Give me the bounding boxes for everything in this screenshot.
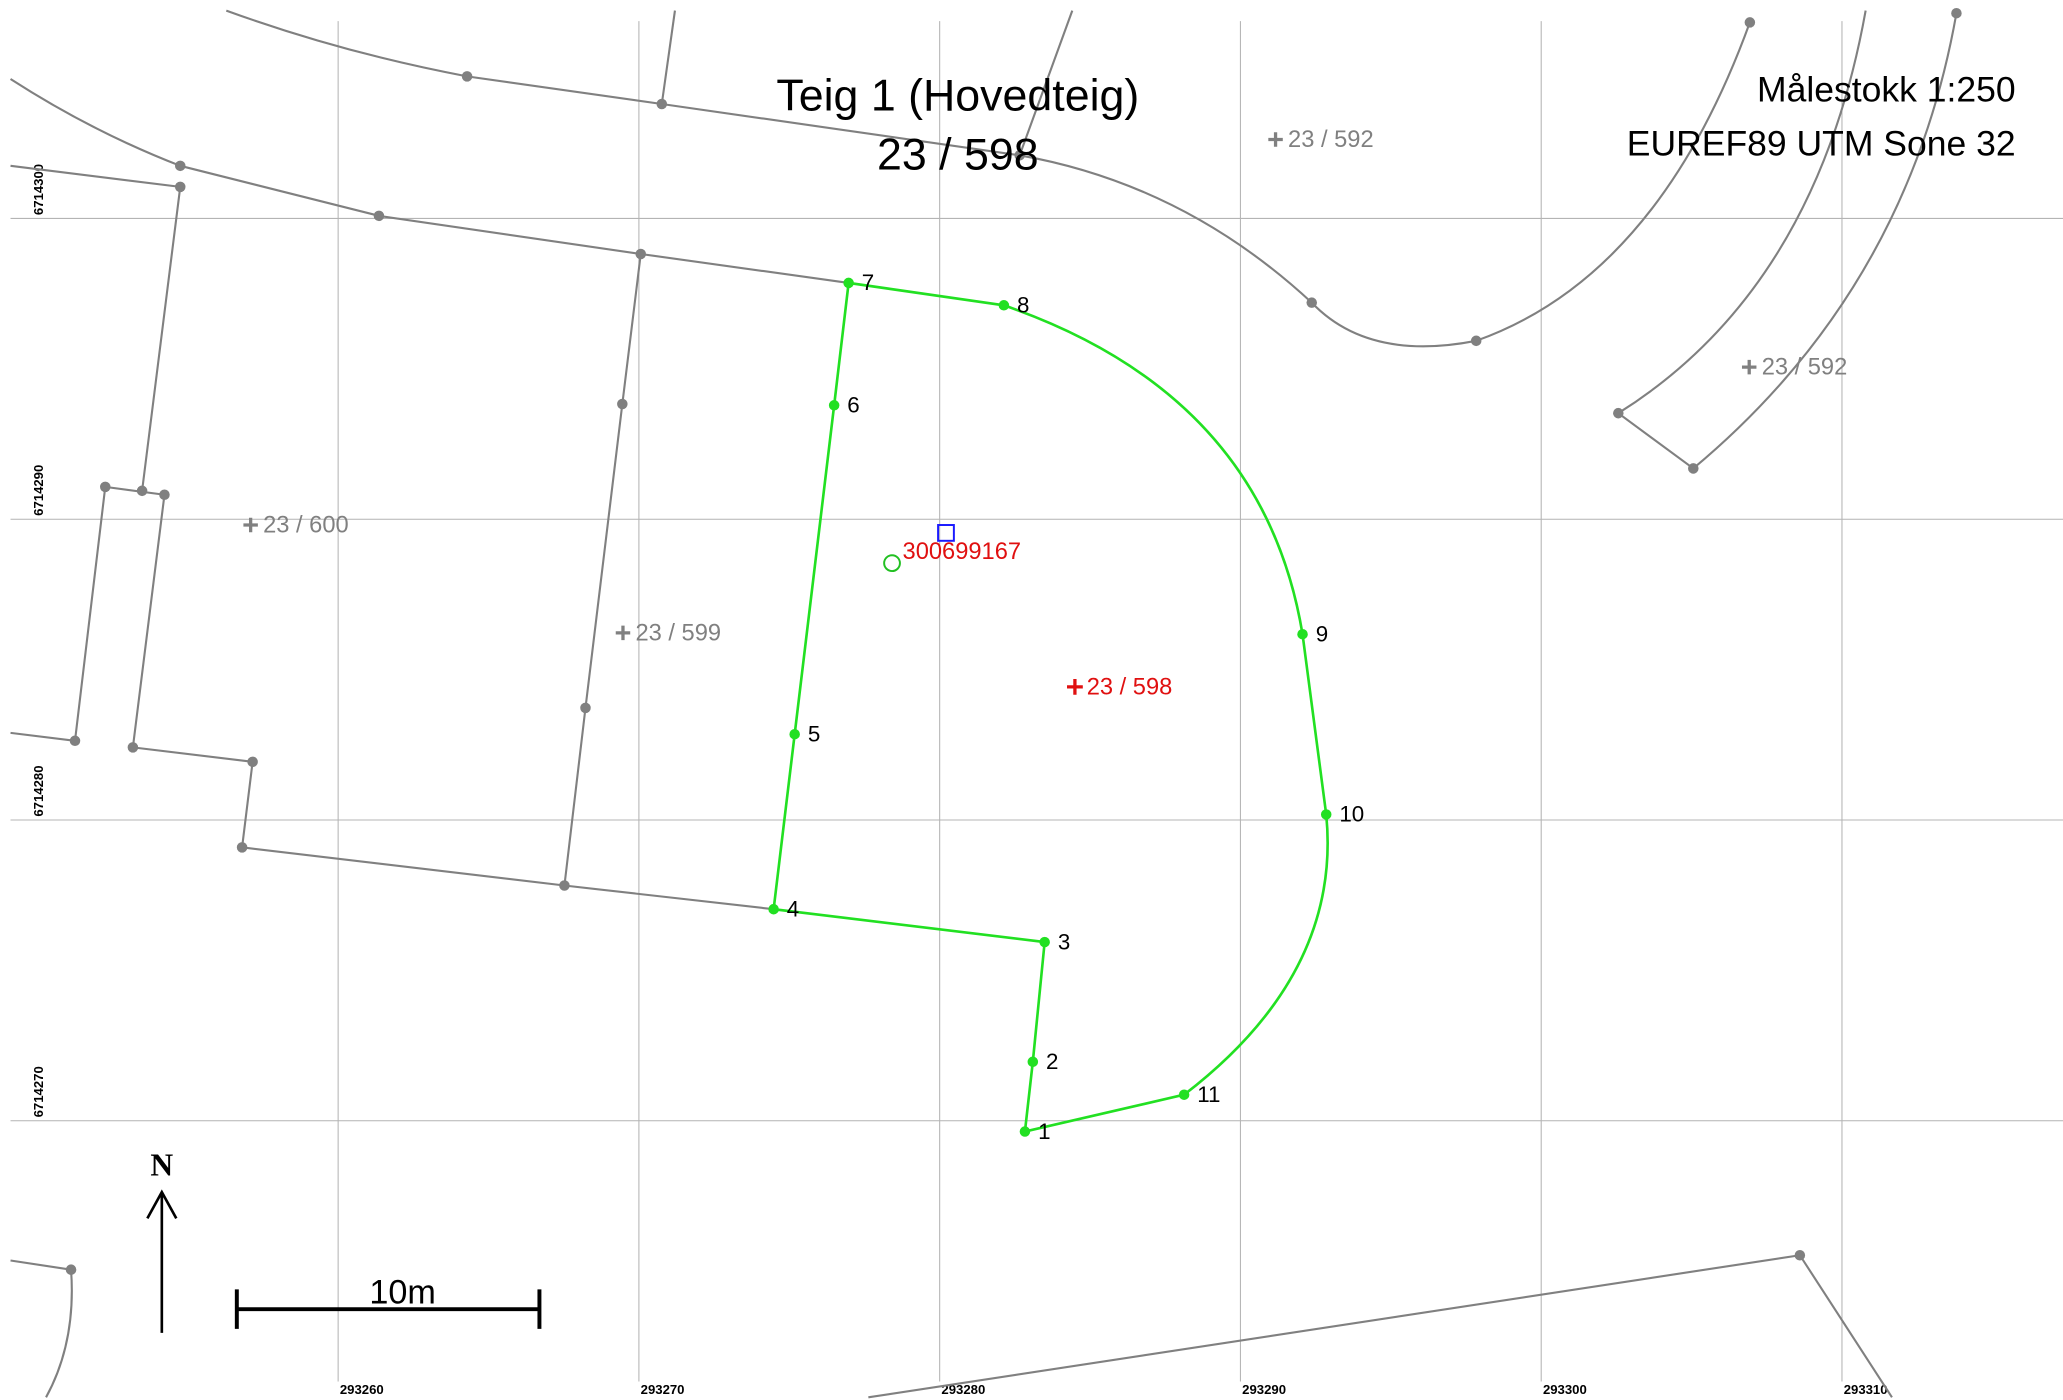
parcel-cross [615, 625, 631, 641]
focus-parcel: 23 / 598 [1067, 674, 1172, 700]
scale-bar-shape [234, 1289, 542, 1329]
grid-label-y: 6714290 [31, 465, 46, 516]
address-marker [883, 554, 901, 573]
boundary-vertices [65, 7, 1962, 1275]
parcel-label: 23 / 592 [1762, 355, 1848, 381]
boundary-point [1320, 809, 1332, 820]
boundary-point [1178, 1089, 1190, 1100]
boundary-point [1039, 936, 1050, 948]
boundary-point-label: 1 [1038, 1119, 1050, 1144]
grid-label-x: 293270 [641, 1382, 685, 1397]
north-arrow-shape [146, 1189, 178, 1333]
boundary-points: 1 2 3 4 5 6 7 8 9 10 11 [768, 270, 1364, 1144]
boundary-point-label: 6 [847, 393, 859, 418]
building-marker [937, 524, 955, 542]
title: Teig 1 (Hovedteig) [776, 72, 1139, 121]
scale-bar: 10m [234, 1274, 542, 1329]
parcel-cross [1741, 359, 1757, 375]
parcel-label: 23 / 598 [1087, 674, 1173, 700]
parcel-cross [1067, 678, 1083, 695]
scale-text: Målestokk 1:250 [1757, 70, 2016, 110]
boundary-line [1018, 10, 1074, 156]
boundary-point-label: 10 [1339, 802, 1364, 827]
main-parcel-boundary [772, 281, 1329, 1134]
parcel-label: 23 / 599 [635, 620, 721, 646]
parcel-label: 23 / 600 [263, 513, 349, 539]
grid: 293260 293270 293280 293290 293300 2933106714… [10, 21, 2063, 1397]
scale-bar-label: 10m [369, 1274, 436, 1312]
boundary-point-label: 3 [1058, 929, 1070, 954]
crs-text: EUREF89 UTM Sone 32 [1627, 123, 2016, 163]
subtitle: 23 / 598 [877, 131, 1039, 180]
boundary-point [843, 277, 854, 289]
grid-label-y: 6714280 [31, 765, 46, 816]
boundary-line [10, 1259, 73, 1398]
boundary-point-label: 2 [1046, 1049, 1058, 1074]
boundary-point-label: 7 [862, 270, 874, 295]
boundary-point-label: 9 [1316, 621, 1328, 646]
grid-label-x: 293290 [1242, 1382, 1286, 1397]
boundary-point [1027, 1056, 1039, 1068]
north-label: N [150, 1148, 173, 1183]
north-arrow: N [146, 1148, 178, 1333]
boundary-point [998, 300, 1010, 311]
grid-label-x: 293310 [1844, 1382, 1888, 1397]
grid-label-x: 293280 [941, 1382, 985, 1397]
building-id: 300699167 [903, 539, 1022, 565]
boundary-point [768, 903, 779, 915]
grid-label-y: 6714300 [31, 164, 46, 215]
boundary-point [828, 400, 840, 411]
boundary-point-label: 5 [808, 721, 820, 746]
boundary-point [789, 728, 800, 740]
boundary-point [1297, 628, 1308, 640]
boundary-point-label: 8 [1017, 293, 1029, 318]
parcel-label: 23 / 592 [1288, 127, 1374, 153]
parcel-cross [243, 517, 258, 533]
boundary-point [1019, 1126, 1031, 1137]
grid-label-y: 6714270 [31, 1066, 46, 1117]
grid-label-x: 293300 [1543, 1382, 1587, 1397]
boundary-point-label: 11 [1197, 1082, 1220, 1107]
parcel-cross [1268, 132, 1283, 147]
grid-label-x: 293260 [340, 1382, 384, 1397]
boundary-line [563, 253, 642, 886]
boundary-point-label: 4 [787, 896, 799, 921]
boundary-line [660, 10, 676, 105]
neighbour-boundaries [9, 7, 1962, 1399]
parcel-labels: 23 / 592 23 / 592 23 / 600 23 / 599 [243, 127, 1847, 646]
